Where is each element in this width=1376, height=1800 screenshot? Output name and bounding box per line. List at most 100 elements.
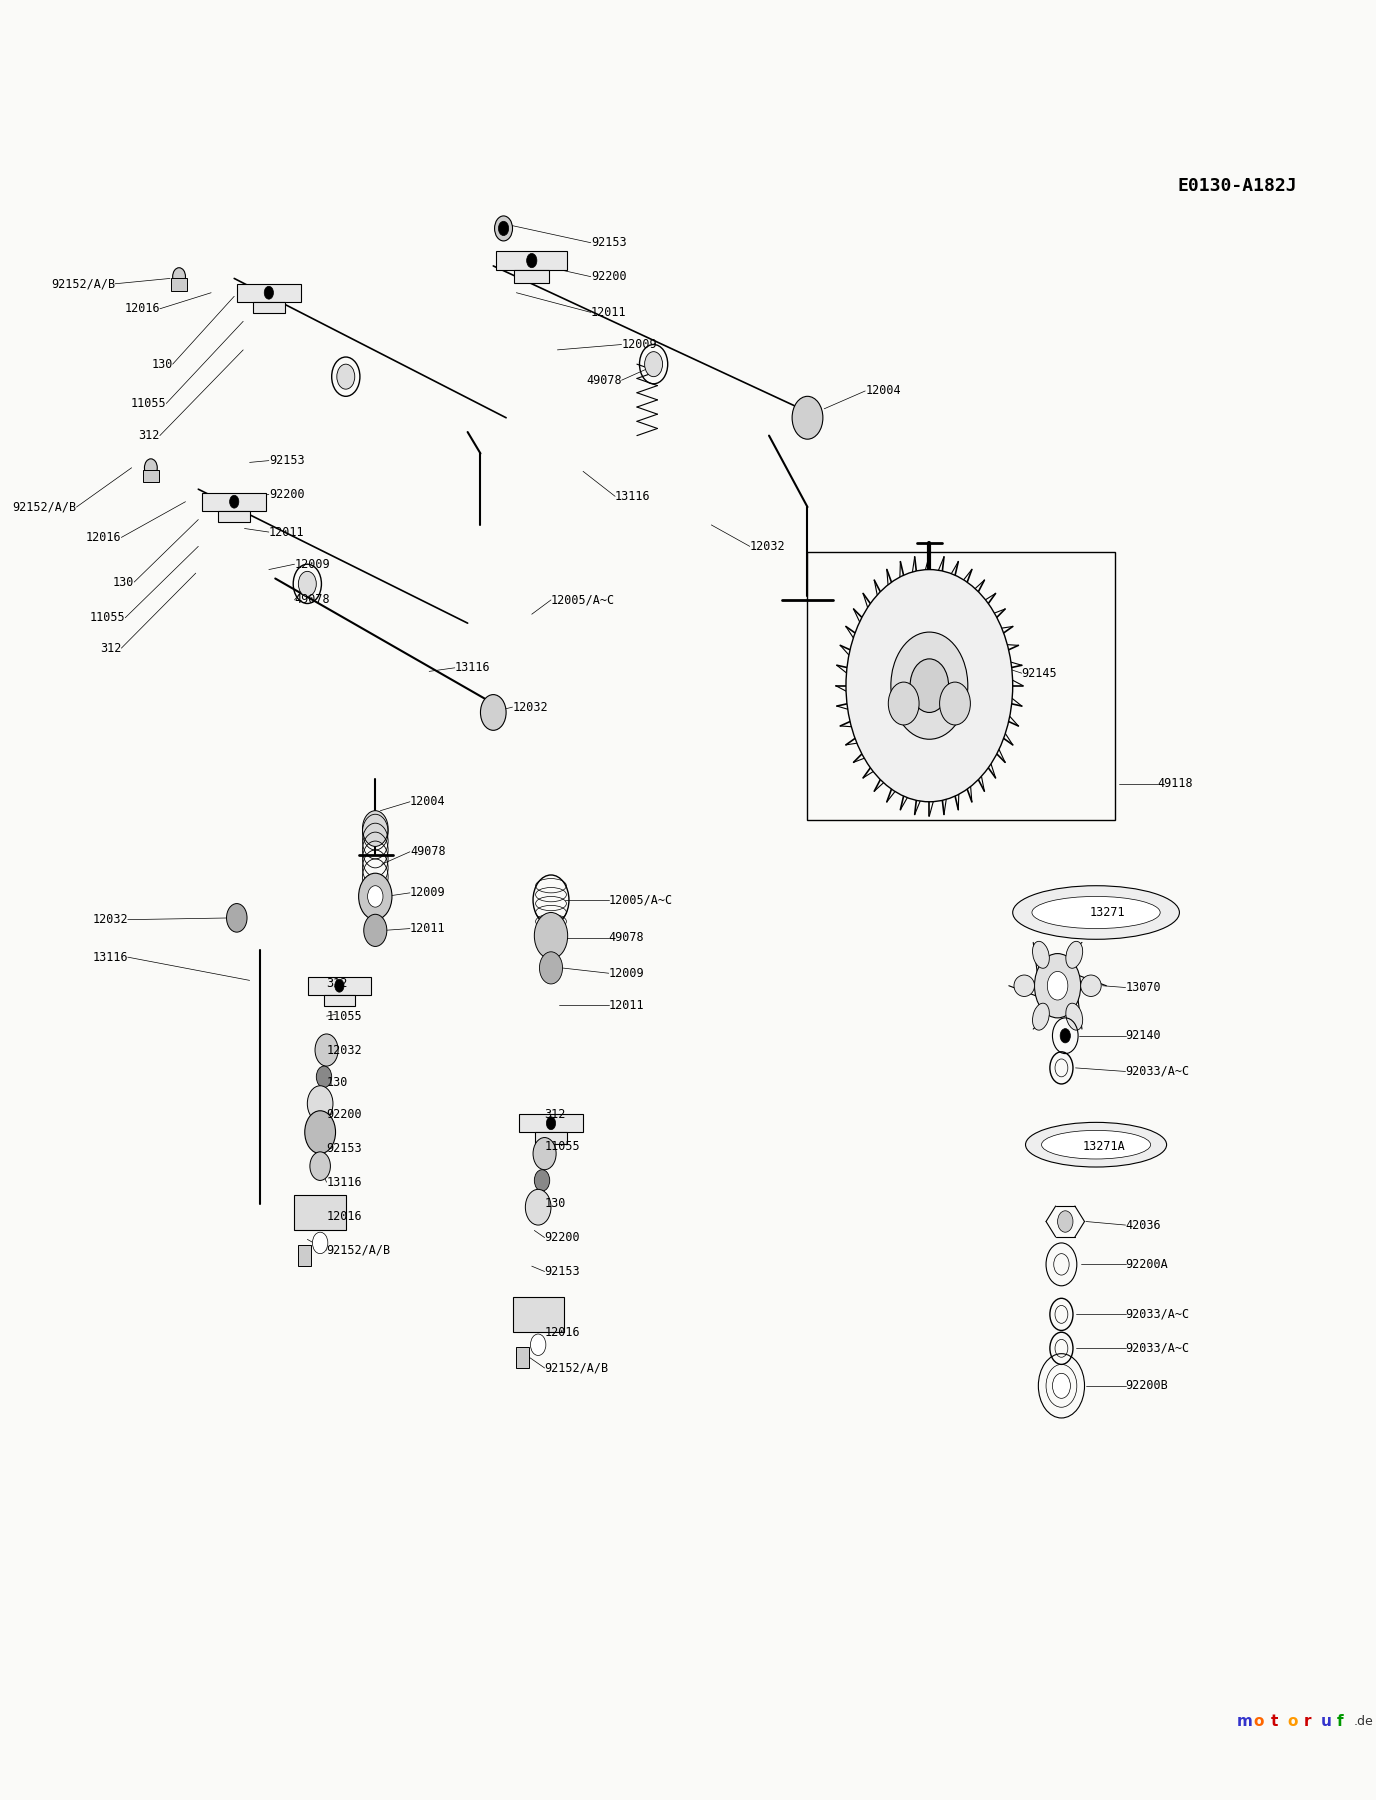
Text: 92033/A~C: 92033/A~C [1126,1341,1190,1355]
Circle shape [362,810,388,846]
Text: .de: .de [1354,1715,1373,1728]
Text: 13070: 13070 [1126,981,1161,994]
Text: 130: 130 [545,1197,566,1210]
Ellipse shape [1080,976,1101,997]
Bar [808,553,1116,819]
Text: 12016: 12016 [124,302,160,315]
Ellipse shape [1013,886,1179,940]
Text: 92145: 92145 [1021,666,1057,680]
Circle shape [1053,1373,1071,1399]
Text: 130: 130 [151,358,172,371]
Text: 49078: 49078 [294,594,330,607]
Text: 11055: 11055 [326,1010,362,1022]
Bar [294,1195,345,1231]
Ellipse shape [1042,1130,1150,1159]
Circle shape [337,364,355,389]
Circle shape [546,1116,556,1130]
Text: 92153: 92153 [268,454,304,468]
Circle shape [315,1033,338,1066]
Circle shape [1035,954,1080,1017]
Circle shape [910,659,948,713]
Text: 92152/A/B: 92152/A/B [12,500,77,513]
Text: 92152/A/B: 92152/A/B [545,1361,608,1375]
Text: 49078: 49078 [586,374,622,387]
Text: 12032: 12032 [92,913,128,927]
Text: 92200: 92200 [590,270,626,283]
Text: 12009: 12009 [622,338,658,351]
Ellipse shape [1032,941,1050,968]
Bar [512,1296,564,1332]
Bar [497,250,567,270]
Circle shape [304,1111,336,1154]
Bar [516,1346,530,1368]
Text: 12009: 12009 [294,558,330,571]
Text: 12032: 12032 [326,1044,362,1057]
Text: 92033/A~C: 92033/A~C [1126,1066,1190,1078]
Bar [299,1246,311,1265]
Text: 12011: 12011 [268,526,304,538]
Text: 92200B: 92200B [1126,1379,1168,1393]
Bar [519,1114,583,1132]
Circle shape [846,569,1013,801]
Text: 13116: 13116 [615,490,651,502]
Text: 92200: 92200 [326,1107,362,1121]
Text: 12004: 12004 [410,796,446,808]
Circle shape [534,913,568,959]
Circle shape [534,1170,550,1192]
Text: 312: 312 [326,977,348,990]
Bar [535,1132,567,1143]
Circle shape [227,904,248,932]
Text: 92152/A/B: 92152/A/B [326,1244,391,1256]
Ellipse shape [1025,1123,1167,1166]
Text: u: u [1321,1714,1332,1730]
Bar [323,995,355,1006]
Text: 92153: 92153 [545,1265,581,1278]
Text: 92033/A~C: 92033/A~C [1126,1309,1190,1321]
Ellipse shape [1066,941,1083,968]
Text: 12004: 12004 [866,385,901,398]
Circle shape [316,1066,332,1087]
Circle shape [363,914,387,947]
Text: 11055: 11055 [545,1139,581,1154]
Ellipse shape [1066,1003,1083,1030]
Text: 11055: 11055 [131,398,166,410]
Circle shape [644,351,663,376]
Circle shape [793,396,823,439]
Text: 130: 130 [326,1076,348,1089]
Bar [237,284,300,302]
Bar [172,279,187,292]
Circle shape [334,979,344,992]
Text: r: r [1304,1714,1311,1730]
Text: 12016: 12016 [85,531,121,544]
Circle shape [299,571,316,596]
Text: 13116: 13116 [455,661,490,675]
Text: 12005/A~C: 12005/A~C [550,594,615,607]
Text: o: o [1254,1714,1265,1730]
Ellipse shape [1032,1003,1050,1030]
Circle shape [359,873,392,920]
Circle shape [940,682,970,725]
Text: 12011: 12011 [410,922,446,934]
Text: E0130-A182J: E0130-A182J [1178,176,1298,194]
Circle shape [1060,1028,1071,1042]
Text: 49078: 49078 [410,846,446,859]
Text: 13116: 13116 [92,950,128,963]
Text: t: t [1270,1714,1278,1730]
Text: 92153: 92153 [590,236,626,248]
Circle shape [312,1233,327,1253]
Text: 92152/A/B: 92152/A/B [51,277,116,290]
Text: 12016: 12016 [545,1327,581,1339]
Circle shape [310,1152,330,1181]
Circle shape [533,1138,556,1170]
Ellipse shape [1032,896,1160,929]
Text: o: o [1287,1714,1298,1730]
Circle shape [480,695,506,731]
Text: 12009: 12009 [410,886,446,900]
Text: 312: 312 [100,641,121,655]
Text: 130: 130 [113,576,135,589]
Bar [515,270,549,283]
Circle shape [526,1190,550,1226]
Text: 92200: 92200 [268,488,304,500]
Bar [202,493,266,511]
Text: 92200A: 92200A [1126,1258,1168,1271]
